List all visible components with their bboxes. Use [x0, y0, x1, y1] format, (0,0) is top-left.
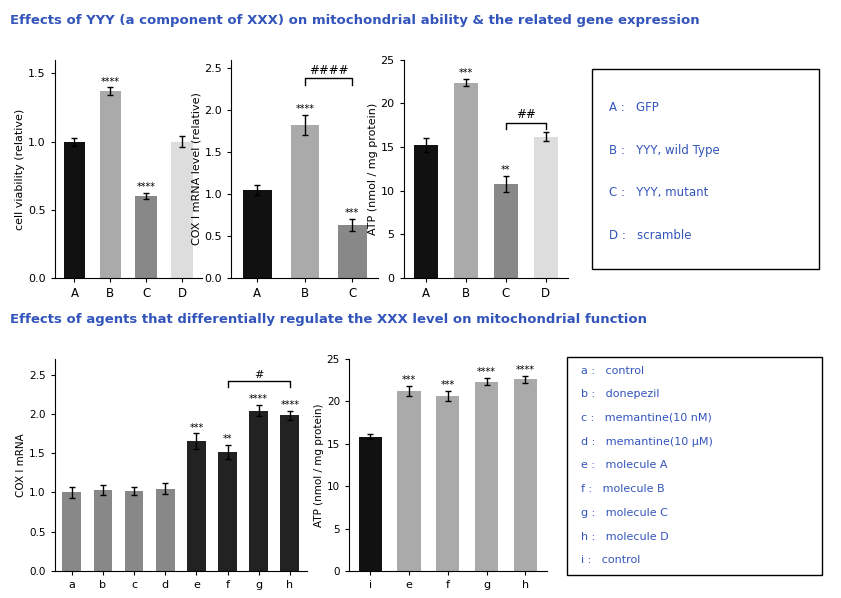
- Bar: [187, 441, 206, 571]
- Text: h :   molecule D: h : molecule D: [581, 532, 669, 542]
- Bar: [124, 491, 144, 571]
- Text: D :   scramble: D : scramble: [609, 229, 691, 242]
- Text: ****: ****: [280, 400, 299, 410]
- Y-axis label: COX I mRNA level (relative): COX I mRNA level (relative): [192, 93, 202, 245]
- Text: a :   control: a : control: [581, 365, 644, 376]
- Text: ****: ****: [477, 367, 496, 377]
- Y-axis label: ATP (nmol / mg protein): ATP (nmol / mg protein): [314, 403, 324, 527]
- Text: Effects of agents that differentially regulate the XXX level on mitochondrial fu: Effects of agents that differentially re…: [10, 313, 647, 327]
- Bar: [494, 184, 518, 278]
- Text: **: **: [501, 165, 510, 175]
- Text: ####: ####: [309, 64, 348, 77]
- FancyBboxPatch shape: [592, 69, 818, 269]
- Bar: [514, 379, 537, 571]
- Text: f :   molecule B: f : molecule B: [581, 484, 664, 494]
- Text: ****: ****: [249, 395, 268, 404]
- Bar: [64, 142, 85, 278]
- Text: ***: ***: [402, 375, 416, 385]
- Bar: [218, 451, 237, 571]
- Bar: [156, 489, 175, 571]
- Text: ***: ***: [458, 68, 473, 78]
- Text: **: **: [223, 434, 232, 444]
- Text: ***: ***: [189, 423, 204, 433]
- Bar: [534, 136, 558, 278]
- Text: ##: ##: [516, 108, 536, 121]
- Bar: [338, 225, 367, 278]
- Bar: [249, 411, 268, 571]
- Text: B :   YYY, wild Type: B : YYY, wild Type: [609, 144, 720, 157]
- Bar: [475, 382, 498, 571]
- Text: c :   memantine(10 nM): c : memantine(10 nM): [581, 413, 712, 423]
- Text: ****: ****: [137, 182, 156, 192]
- Text: ****: ****: [295, 105, 315, 114]
- Text: b :   donepezil: b : donepezil: [581, 389, 659, 399]
- Bar: [359, 437, 382, 571]
- Y-axis label: COX I mRNA: COX I mRNA: [16, 433, 26, 497]
- Bar: [93, 490, 113, 571]
- Text: #: #: [254, 370, 263, 380]
- Y-axis label: cell viability (relative): cell viability (relative): [15, 108, 25, 230]
- Bar: [172, 142, 193, 278]
- Text: ***: ***: [345, 209, 359, 218]
- FancyBboxPatch shape: [568, 357, 822, 575]
- Bar: [135, 196, 157, 278]
- Text: ****: ****: [101, 77, 119, 87]
- Bar: [398, 391, 420, 571]
- Y-axis label: ATP (nmol / mg protein): ATP (nmol / mg protein): [368, 103, 378, 235]
- Bar: [99, 91, 121, 278]
- Text: Effects of YYY (a component of XXX) on mitochondrial ability & the related gene : Effects of YYY (a component of XXX) on m…: [10, 14, 700, 28]
- Text: g :   molecule C: g : molecule C: [581, 508, 668, 518]
- Bar: [281, 416, 299, 571]
- Bar: [291, 125, 319, 278]
- Text: e :   molecule A: e : molecule A: [581, 460, 668, 471]
- Text: ***: ***: [441, 380, 455, 390]
- Bar: [436, 396, 459, 571]
- Text: C :   YYY, mutant: C : YYY, mutant: [609, 187, 708, 200]
- Text: i :   control: i : control: [581, 556, 641, 565]
- Bar: [62, 493, 81, 571]
- Bar: [414, 145, 437, 278]
- Text: A :   GFP: A : GFP: [609, 101, 659, 114]
- Bar: [243, 190, 272, 278]
- Bar: [453, 83, 478, 278]
- Text: ****: ****: [516, 365, 535, 375]
- Text: d :   memantine(10 μM): d : memantine(10 μM): [581, 437, 713, 447]
